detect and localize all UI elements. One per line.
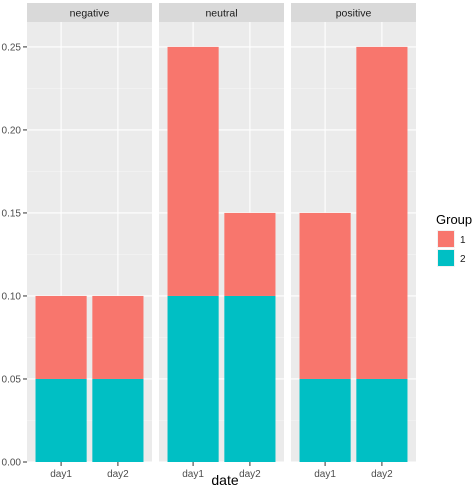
bar-negative-day2-group-1 — [92, 295, 144, 379]
bar-neutral-day2-group-2 — [224, 295, 276, 462]
bar-negative-day1-group-2 — [35, 378, 87, 462]
y-tick-label: 0.20 — [2, 125, 22, 136]
facet-strip — [291, 3, 416, 22]
x-tick-label: day2 — [371, 469, 393, 480]
x-tick-label: day1 — [314, 469, 336, 480]
facet-strip-label: negative — [70, 8, 110, 20]
bar-positive-day2-group-1 — [356, 46, 408, 379]
facet-strip — [27, 3, 152, 22]
facet-strip — [159, 3, 284, 22]
legend-title: Group — [436, 212, 472, 227]
facet-strip-label: positive — [336, 8, 372, 20]
facet-strip-label: neutral — [205, 8, 237, 20]
legend-label-group-1: 1 — [460, 235, 466, 246]
y-tick-label: 0.00 — [2, 458, 22, 469]
x-tick-label: day1 — [50, 469, 72, 480]
y-tick-label: 0.25 — [2, 42, 22, 53]
y-tick-label: 0.10 — [2, 291, 22, 302]
y-tick-label: 0.15 — [2, 208, 22, 219]
x-tick-label: day2 — [239, 469, 261, 480]
x-tick-label: day2 — [107, 469, 129, 480]
bar-negative-day2-group-2 — [92, 378, 144, 462]
bar-neutral-day1-group-2 — [167, 295, 219, 462]
facet-neutral: neutral day1 day2 — [159, 3, 284, 480]
bar-neutral-day1-group-1 — [167, 46, 219, 296]
legend-key-group-2 — [438, 250, 454, 266]
legend: Group 1 2 — [436, 212, 472, 267]
x-axis-title: date — [211, 472, 238, 488]
x-tick-label: day1 — [182, 469, 204, 480]
facet-positive: positive day1 day2 — [291, 3, 416, 480]
bar-positive-day1-group-2 — [299, 378, 351, 462]
facet-panels: negative day1 day2 neutral day1 day2 positive d… — [27, 3, 416, 480]
bar-positive-day1-group-1 — [299, 212, 351, 379]
legend-key-group-1 — [438, 231, 454, 247]
bar-positive-day2-group-2 — [356, 378, 408, 462]
y-tick-label: 0.05 — [2, 374, 22, 385]
facet-negative: negative day1 day2 — [27, 3, 152, 480]
y-axis: 0.00 0.05 0.10 0.15 0.20 0.25 — [2, 42, 27, 469]
legend-label-group-2: 2 — [460, 254, 466, 265]
bar-negative-day1-group-1 — [35, 295, 87, 379]
bar-neutral-day2-group-1 — [224, 212, 276, 296]
